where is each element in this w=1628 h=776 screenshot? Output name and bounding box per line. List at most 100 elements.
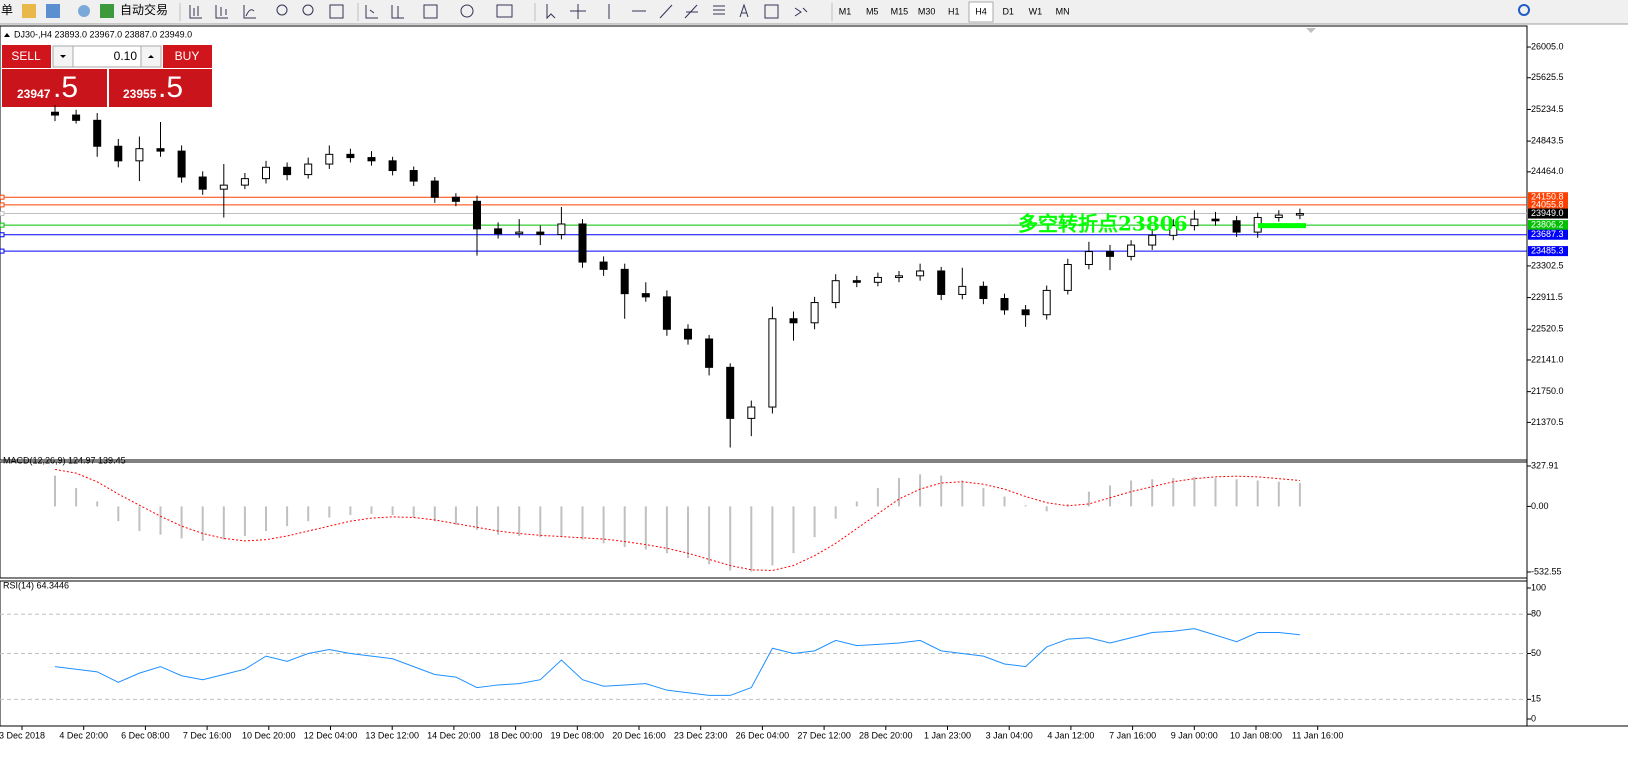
tool-icon[interactable] bbox=[215, 5, 228, 19]
timeframe-button[interactable]: H1 bbox=[948, 6, 960, 16]
timeframe-button[interactable]: MN bbox=[1056, 6, 1070, 16]
candle-body bbox=[1021, 309, 1030, 316]
x-tick-label: 4 Dec 20:00 bbox=[59, 730, 108, 740]
tool-icon[interactable] bbox=[189, 5, 202, 19]
tool-icon[interactable] bbox=[78, 5, 90, 17]
candle-body bbox=[1042, 289, 1051, 316]
candle-body bbox=[747, 406, 756, 419]
x-tick-label: 11 Jan 16:00 bbox=[1292, 730, 1343, 740]
candle-body bbox=[93, 119, 102, 147]
y-tick-label: 25625.5 bbox=[1531, 72, 1564, 82]
active-timeframe bbox=[968, 1, 994, 23]
tool-icon[interactable] bbox=[460, 4, 474, 18]
buy-price[interactable]: 23955 bbox=[123, 87, 157, 101]
sell-label[interactable]: SELL bbox=[11, 49, 41, 63]
candle-body bbox=[958, 285, 967, 295]
channel-tool[interactable] bbox=[684, 4, 698, 19]
candle-body bbox=[409, 170, 418, 182]
arrow bbox=[148, 55, 154, 58]
y-tick-label: 22520.5 bbox=[1531, 324, 1564, 334]
y-tick-label: 15 bbox=[1531, 694, 1541, 704]
candle-body bbox=[262, 166, 270, 180]
price-level-handle bbox=[0, 202, 5, 208]
buy-label[interactable]: BUY bbox=[175, 49, 200, 63]
candle-body bbox=[641, 293, 650, 298]
candle-body bbox=[304, 163, 313, 176]
candle-body bbox=[135, 148, 144, 162]
candle-body bbox=[177, 150, 186, 178]
collapse-icon bbox=[4, 33, 10, 37]
y-tick-label: 21370.5 bbox=[1531, 417, 1564, 427]
candle-body bbox=[51, 111, 59, 116]
x-tick-label: 26 Dec 04:00 bbox=[736, 730, 790, 740]
tool-icon[interactable] bbox=[46, 4, 60, 18]
candle-body bbox=[283, 166, 292, 176]
x-tick-label: 12 Dec 04:00 bbox=[304, 730, 358, 740]
crosshair-tool[interactable] bbox=[570, 4, 586, 19]
y-tick-label: 22141.0 bbox=[1531, 354, 1564, 364]
price-level-label: 24150.8 bbox=[1531, 192, 1564, 202]
sell-price[interactable]: 23947 bbox=[17, 87, 51, 101]
sell-price-box[interactable] bbox=[2, 69, 107, 107]
menu-label[interactable]: 单 bbox=[1, 3, 13, 17]
arrow-tool[interactable] bbox=[794, 7, 808, 17]
tool-icon[interactable] bbox=[22, 4, 36, 18]
candle-body bbox=[916, 270, 925, 277]
drawing-tools bbox=[189, 3, 808, 20]
tool-icon[interactable] bbox=[496, 4, 513, 18]
y-tick-label: 24843.5 bbox=[1531, 135, 1564, 145]
candle-body bbox=[873, 276, 882, 283]
timeframe-button[interactable]: M30 bbox=[918, 6, 936, 16]
candle-body bbox=[430, 180, 439, 198]
search-icon[interactable] bbox=[1518, 4, 1530, 16]
candle-body bbox=[557, 223, 566, 236]
tool-icon[interactable] bbox=[365, 5, 378, 19]
timeframe-button[interactable]: M1 bbox=[839, 6, 852, 16]
y-tick-label: 50 bbox=[1531, 648, 1541, 658]
timeframe-button[interactable]: W1 bbox=[1029, 6, 1043, 16]
indicator-title: RSI(14) 64.3446 bbox=[3, 580, 69, 590]
tool-icon[interactable] bbox=[423, 4, 438, 19]
auto-trade-icon[interactable] bbox=[100, 4, 114, 18]
fibo-tool[interactable] bbox=[713, 5, 725, 15]
x-tick-label: 23 Dec 23:00 bbox=[674, 730, 728, 740]
candle-body bbox=[1274, 214, 1283, 219]
price-level-tag bbox=[1528, 192, 1568, 203]
timeframe-button[interactable]: M5 bbox=[866, 6, 879, 16]
y-tick-label: 22911.5 bbox=[1531, 292, 1563, 302]
y-tick-label: 327.91 bbox=[1531, 460, 1559, 470]
price-level-tag bbox=[1528, 208, 1568, 219]
text-tool[interactable] bbox=[739, 3, 749, 18]
tool-icon[interactable] bbox=[302, 4, 314, 16]
price-level-tag bbox=[1528, 246, 1568, 257]
price-level-label: 23687.3 bbox=[1531, 229, 1564, 239]
tool-icon[interactable] bbox=[329, 4, 344, 19]
timeframe-button[interactable]: M15 bbox=[891, 6, 909, 16]
cursor-tool[interactable] bbox=[546, 4, 556, 20]
candle-body bbox=[789, 318, 798, 324]
label-tool[interactable] bbox=[764, 4, 779, 19]
candle-body bbox=[1232, 220, 1241, 233]
sell-button[interactable] bbox=[2, 45, 51, 68]
auto-trade[interactable]: 自动交易 bbox=[120, 2, 168, 17]
tool-icon[interactable] bbox=[276, 4, 288, 16]
buy-price-box[interactable] bbox=[109, 69, 212, 107]
tool-icon[interactable] bbox=[243, 5, 256, 19]
timeframe-button[interactable]: D1 bbox=[1002, 6, 1014, 16]
trendline-tool[interactable] bbox=[659, 4, 673, 19]
y-tick-label: 23302.5 bbox=[1531, 260, 1564, 270]
buy-price-pips[interactable]: .5 bbox=[158, 71, 183, 104]
x-tick-label: 1 Jan 23:00 bbox=[924, 730, 971, 740]
tool-icon[interactable] bbox=[391, 5, 404, 19]
sell-price-pips[interactable]: .5 bbox=[53, 71, 78, 104]
lots-value[interactable]: 0.10 bbox=[114, 49, 138, 63]
candle-body bbox=[114, 145, 123, 162]
buy-button[interactable] bbox=[163, 45, 212, 68]
y-tick-label: 80 bbox=[1531, 609, 1541, 619]
x-tick-label: 6 Dec 08:00 bbox=[121, 730, 170, 740]
candle-body bbox=[388, 160, 397, 172]
timeframe-button[interactable]: H4 bbox=[975, 6, 987, 16]
candle-body bbox=[1127, 244, 1136, 257]
candle-body bbox=[473, 200, 481, 230]
x-tick-label: 27 Dec 12:00 bbox=[797, 730, 851, 740]
